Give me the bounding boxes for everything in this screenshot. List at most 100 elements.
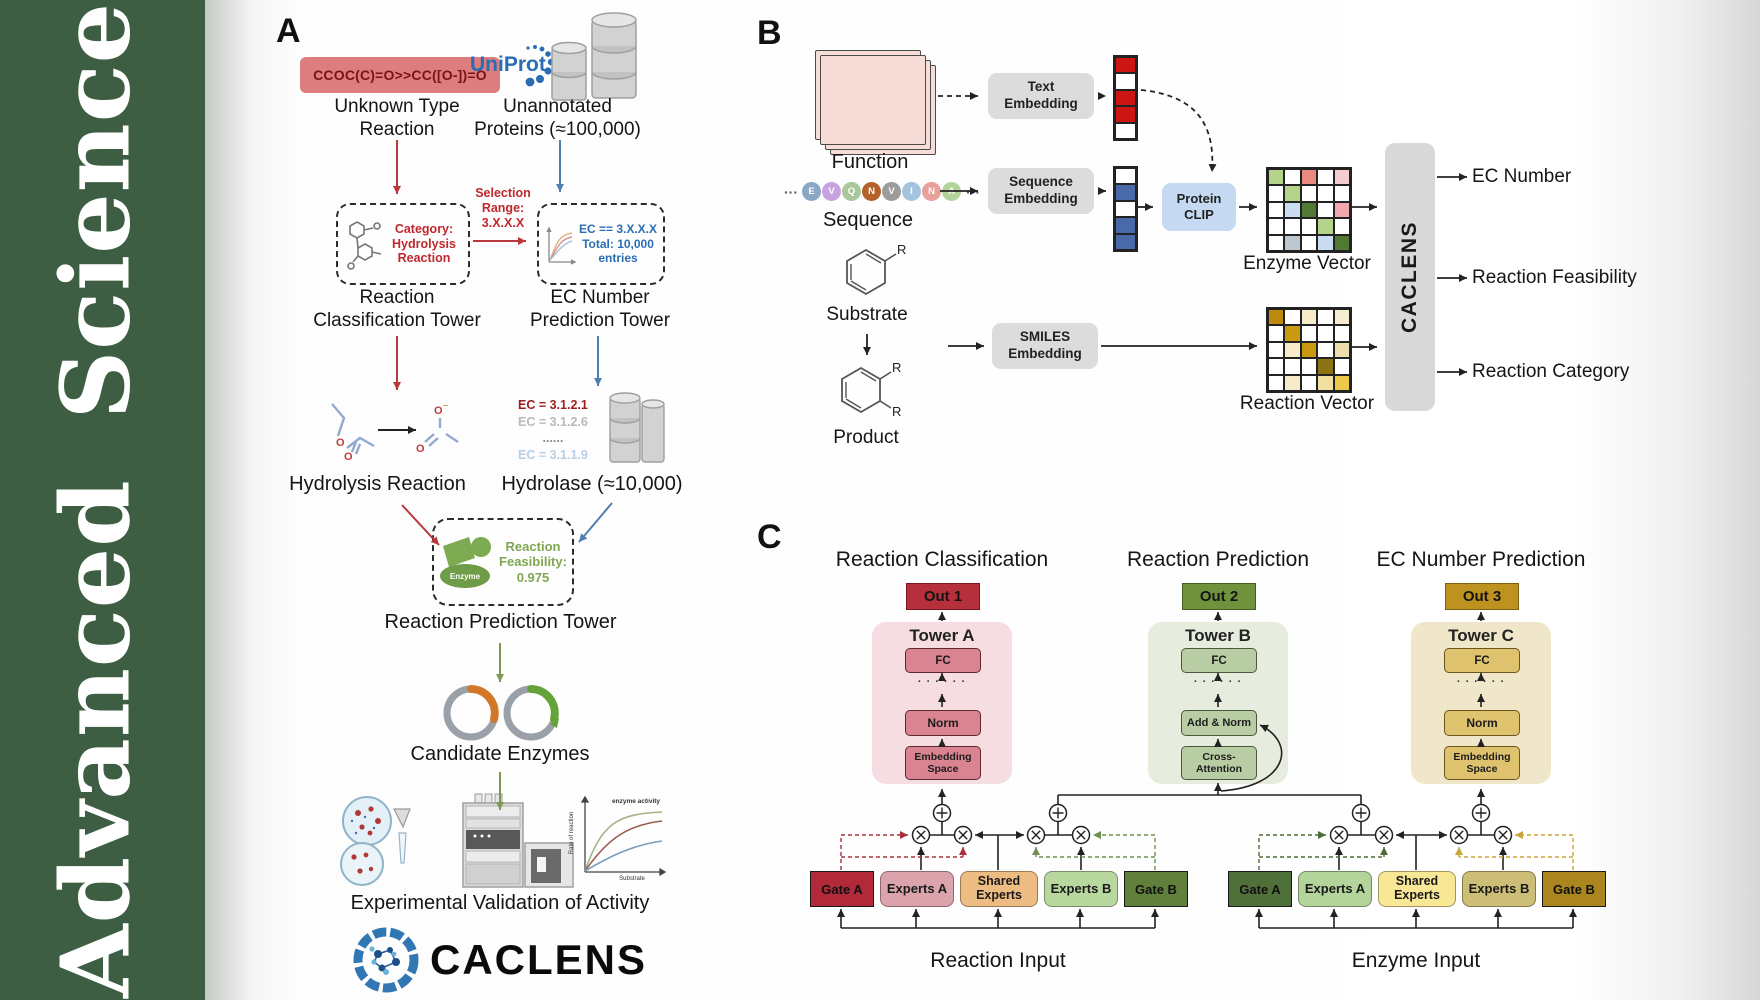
enzyme-input-label: Enzyme Input [1351,949,1481,972]
amino-acid-q-2: Q [842,182,861,201]
tower-b-cross-attention: Cross- Attention [1181,746,1257,780]
reaction-shared-experts: Shared Experts [960,871,1038,907]
svg-text:O: O [416,443,425,455]
enzyme-experts-b: Experts B [1462,871,1536,907]
tower-c-norm: Norm [1444,710,1520,736]
out3-box: Out 3 [1445,583,1519,610]
tower-a-embedding-space: Embedding Space [905,746,981,780]
enzyme-vector-label: Enzyme Vector [1243,253,1371,274]
svg-text:R: R [892,360,901,375]
substrate-molecule-icon: R [846,242,906,296]
molecule-scribble-icon [347,221,382,270]
amino-acid-n-3: N [862,182,881,201]
tower-a-fc: FC [905,648,981,673]
journal-banner: Advanced Science [0,0,205,1000]
svg-text:R: R [897,242,906,257]
panel-b-label: B [757,14,782,52]
tower-b-dots: · · · · · · [1193,676,1243,688]
tower-a-norm: Norm [905,710,981,736]
ec-item-3: EC = 3.1.1.9 [518,447,588,462]
enzyme-vector-matrix [1266,167,1352,253]
tower-a-title: Tower A [909,626,975,645]
feasibility-text: Reaction Feasibility: 0.975 [499,538,567,585]
substrate-xlabel: Substrate [619,876,645,882]
enzyme-icon: Enzyme [440,537,491,588]
svg-text:R: R [892,404,901,419]
sequence-embedding-box: Sequence Embedding [988,168,1094,214]
reaction-gate-a: Gate A [810,871,874,907]
tower-c-title: Tower C [1448,626,1514,645]
enzyme-gate-a: Gate A [1228,871,1292,907]
enzyme-experts-a: Experts A [1298,871,1372,907]
unannotated-proteins-label: Unannotated Proteins (≈100,000) [474,96,641,141]
text-embedding-box: Text Embedding [988,73,1094,119]
reaction-feasibility-box: Enzyme Reaction Feasibility: 0.975 [432,518,574,606]
amino-acid-a-7: A [942,182,961,201]
reaction-experts-b: Experts B [1044,871,1118,907]
smiles-embedding-box: SMILES Embedding [992,323,1098,369]
protein-database-icon [551,12,637,101]
ec-candidates-list: EC = 3.1.2.1 EC = 3.1.2.6 ...... EC = 3.… [518,397,588,463]
hplc-instrument-icon [462,793,574,888]
reaction-prediction-tower-label: Reaction Prediction Tower [384,611,617,633]
svg-text:UniProt: UniProt [470,53,546,76]
text-embedding-vector [1113,55,1138,141]
amino-acid-v-1: V [822,182,841,201]
output-ec-number: EC Number [1472,166,1572,187]
smiles-reaction-box: CCOC(C)=O>>CC([O-])=O [300,57,500,93]
reaction-classification-tower-label: Reaction Classification Tower [313,287,481,332]
hydrolase-label: Hydrolase (≈10,000) [501,473,683,495]
sequence-label: Sequence [822,209,914,231]
tower-b-fc: FC [1181,648,1257,673]
uniprot-logo: UniProt [470,45,555,87]
svg-text:–: – [443,400,448,410]
function-cards: E3 ubiquitin-protein ligase that specifi… [815,50,937,156]
amino-acid-n-6: N [922,182,941,201]
reaction-experts-a: Experts A [880,871,954,907]
protein-clip-box: Protein CLIP [1162,183,1236,231]
tower-c-embedding-space: Embedding Space [1444,746,1520,780]
curves-plot-icon [546,226,577,265]
output-reaction-category: Reaction Category [1472,361,1630,382]
panel-a-label: A [276,12,301,50]
substrate-label: Substrate [826,304,908,325]
hydrolysis-reaction-label: Hydrolysis Reaction [289,473,466,495]
figure-background [205,0,1760,1000]
ec-item-1: EC = 3.1.2.1 [518,398,588,412]
ec-item-2: EC = 3.1.2.6 [518,414,588,429]
product-label: Product [833,427,899,448]
svg-text:O: O [434,405,443,417]
hydrolysis-reaction-icon: O O O – O [331,400,459,463]
out2-box: Out 2 [1182,583,1256,610]
header-ec-number-prediction: EC Number Prediction [1376,548,1586,571]
function-card-layer [820,55,926,145]
ec-number-prediction-tower-label: EC Number Prediction Tower [529,287,671,332]
enzyme-activity-annotation: enzyme activity [612,798,661,805]
reaction-vector-matrix [1266,307,1352,393]
enzyme-shared-experts: Shared Experts [1378,871,1456,907]
unknown-type-reaction-label: Unknown Type Reaction [334,96,460,141]
ec-filter-box: EC == 3.X.X.X Total: 10,000 entries [537,203,665,285]
caclens-logo-icon [353,927,419,993]
tower-a-dots: · · · · · · [917,676,967,688]
sequence-ellipsis-right: ··· [966,183,980,200]
sequence-ellipsis-left: ··· [784,183,798,200]
tower-c-dots: · · · · · · [1456,676,1506,688]
ec-filter-text: EC == 3.X.X.X Total: 10,000 entries [578,222,658,266]
header-reaction-prediction: Reaction Prediction [1126,548,1310,571]
output-reaction-feasibility: Reaction Feasibility [1472,267,1637,288]
product-molecule-icon: R R [841,360,901,419]
tower-b-title: Tower B [1185,626,1251,645]
ec-item-dots: ...... [542,431,564,445]
selection-range-label: Selection Range: 3.X.X.X [475,186,531,230]
caclens-wordmark: CACLENS [430,936,648,983]
candidate-enzymes-label: Candidate Enzymes [410,743,590,765]
reaction-input-label: Reaction Input [930,949,1066,972]
category-text: Category: Hydrolysis Reaction [392,221,456,266]
journal-title: Advanced Science [40,1,152,999]
panel-c-label: C [757,518,782,556]
caclens-block-label: CACLENS [1398,220,1422,334]
reaction-vector-label: Reaction Vector [1239,393,1375,414]
